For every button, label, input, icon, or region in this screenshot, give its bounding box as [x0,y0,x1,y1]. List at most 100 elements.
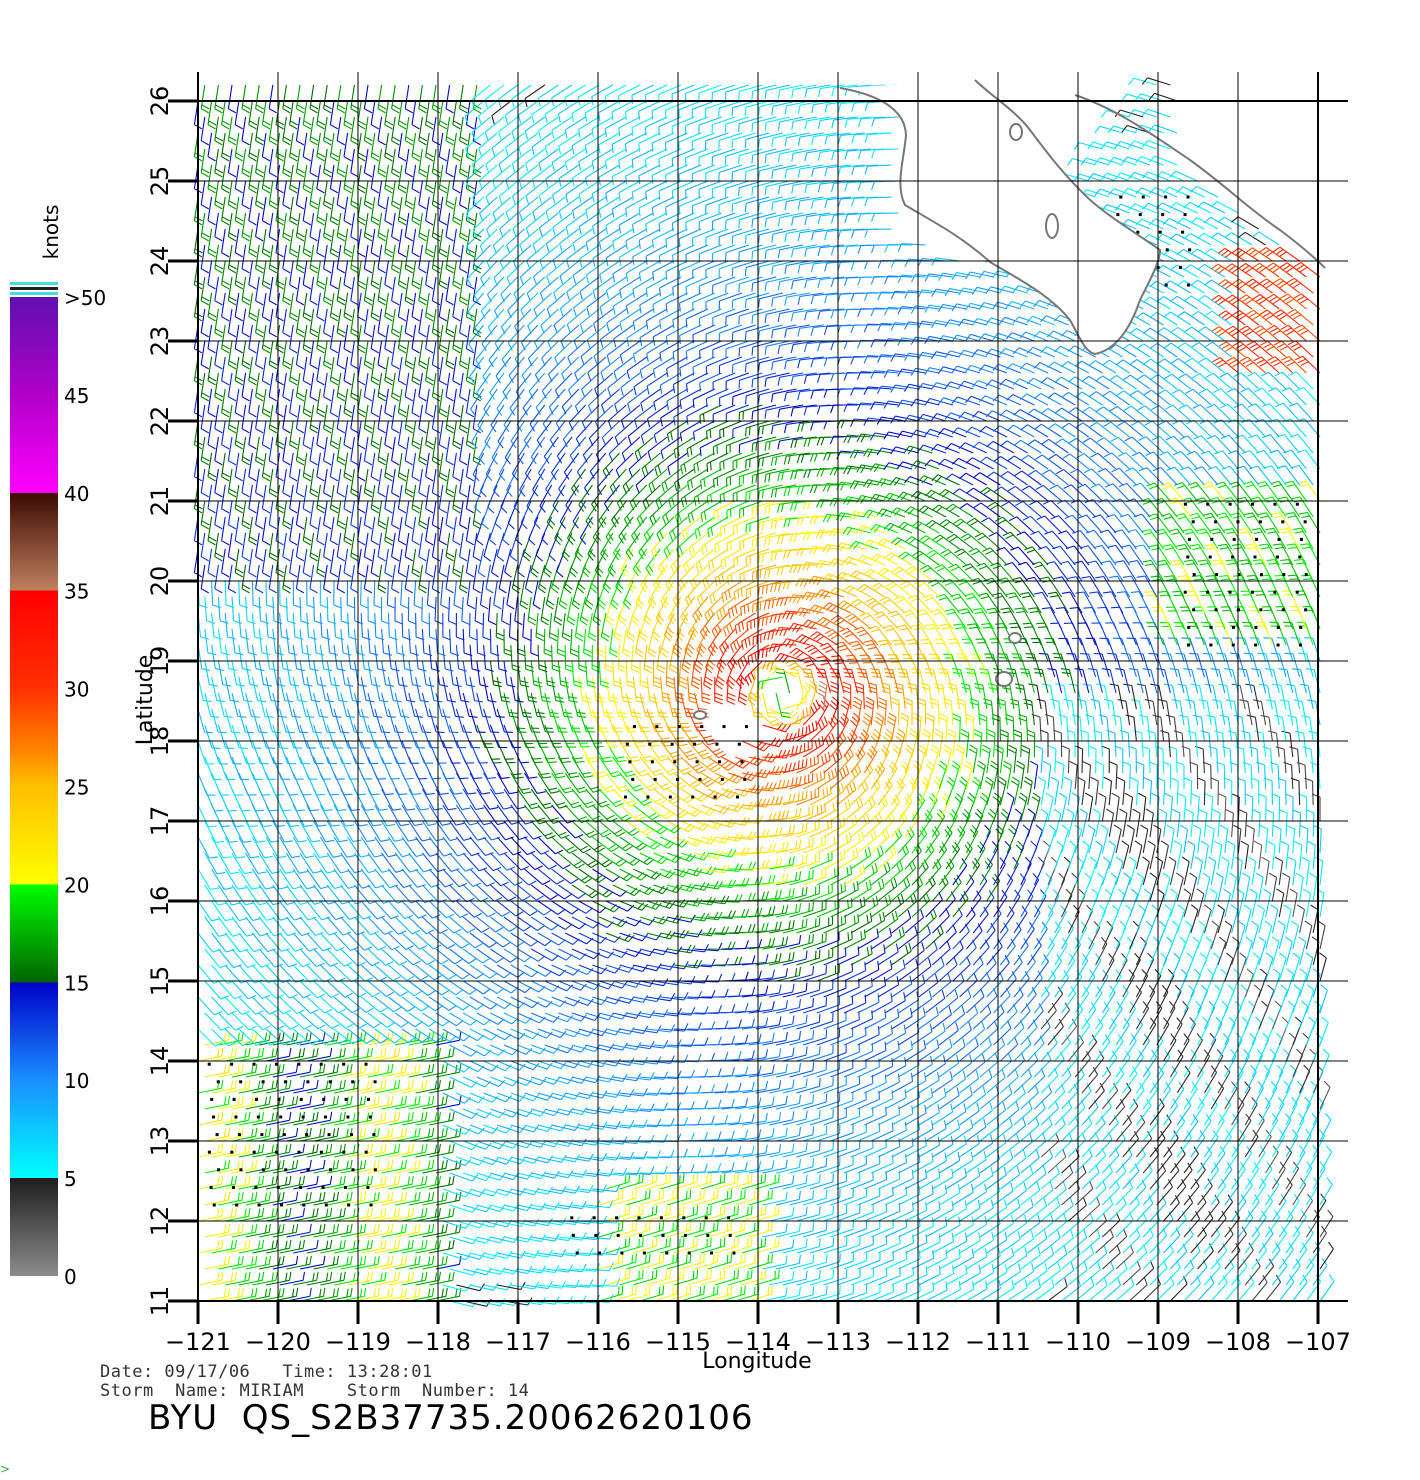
wind-barb [404,500,413,530]
wind-barb [893,595,920,614]
wind-barb [1013,439,1042,454]
wind-barb [1241,730,1253,758]
wind-barb [918,1265,941,1286]
wind-barb [422,1223,448,1238]
wind-barb [1087,745,1097,774]
wind-barb [415,676,429,703]
wind-barb [667,1189,692,1206]
wind-barb [1067,840,1077,870]
wind-barb [299,1159,326,1174]
wind-barb [611,500,627,528]
wind-barb [597,580,607,610]
wind-barb [1083,468,1110,486]
wind-barb [994,516,1022,534]
wind-barb [1225,699,1239,726]
wind-barb [1044,530,1069,550]
wind-barb [599,1253,624,1270]
wind-barb [1000,1101,1020,1126]
wind-barb [452,388,461,418]
wind-barb [524,1249,553,1258]
wind-barb [292,708,309,734]
wind-barb [1115,920,1127,950]
wind-barb [1150,683,1165,710]
wind-barb [796,1238,821,1254]
wind-barb [268,564,277,594]
wind-barb [204,980,229,1000]
wind-barb [386,580,396,609]
wind-barb [1129,1276,1148,1302]
wind-barb [1268,730,1280,758]
wind-barb [993,987,1011,1014]
wind-barb [286,980,312,999]
wind-barb [1101,668,1117,694]
wind-barb [1108,904,1120,934]
wind-barb [863,640,886,662]
wind-barb [391,500,400,530]
wind-barb [340,948,366,967]
wind-barb [918,842,935,870]
wind-barb [939,623,961,646]
wind-barb [323,500,332,530]
wind-barb [558,1232,587,1241]
wind-barb [1254,387,1280,406]
wind-barb [1116,390,1144,406]
wind-barb [707,1221,733,1238]
wind-barb [904,1233,928,1254]
wind-barb [517,820,542,840]
wind-barb [803,1285,828,1302]
wind-barb [1178,373,1205,390]
wind-barb [699,612,716,640]
wind-barb [503,692,519,718]
wind-barb [1289,746,1301,774]
wind-barb [1196,668,1212,694]
wind-barb [1027,1035,1045,1062]
wind-barb [1038,545,1063,566]
wind-barb [275,452,284,482]
wind-barb [313,1223,340,1238]
wind-barb [272,948,297,968]
wind-barb [408,660,422,687]
wind-barb [1216,652,1233,678]
wind-barb [993,1182,1014,1206]
wind-barb [329,516,339,546]
wind-barb [940,549,967,566]
wind-barb [452,356,461,386]
wind-barb [197,612,209,640]
wind-barb [639,788,666,806]
wind-barb [1209,888,1218,918]
wind-barb [537,644,548,673]
wind-barb [224,644,238,671]
wind-barb [221,420,230,450]
wind-barb [1144,590,1165,614]
wind-barb [911,1217,934,1238]
wind-barb [1176,904,1186,934]
wind-barb [1251,984,1262,1014]
wind-barb [490,884,517,902]
wind-barb [217,948,242,969]
wind-barb [323,468,332,498]
wind-barb [431,500,441,530]
wind-barb [238,1239,265,1254]
wind-barb [980,623,1001,646]
wind-barb [272,980,298,999]
wind-barb [374,1239,401,1254]
wind-barb [1163,936,1174,966]
wind-barb [982,547,1008,566]
wind-barb [986,1231,1008,1254]
wind-barb [401,964,429,981]
wind-barb [245,1255,272,1270]
wind-barb [1000,1198,1021,1222]
wind-barb [665,564,682,592]
wind-barb [299,948,325,968]
wind-barb [598,660,610,688]
wind-barb [225,1207,251,1222]
wind-barb [1233,372,1260,390]
wind-barb [493,468,505,498]
wind-barb [1035,484,1062,502]
wind-barb [435,1012,464,1027]
wind-barb [238,964,263,984]
wind-barb [207,388,216,418]
wind-barb [367,788,388,811]
wind-barb [669,516,688,541]
wind-barb [544,1170,574,1179]
